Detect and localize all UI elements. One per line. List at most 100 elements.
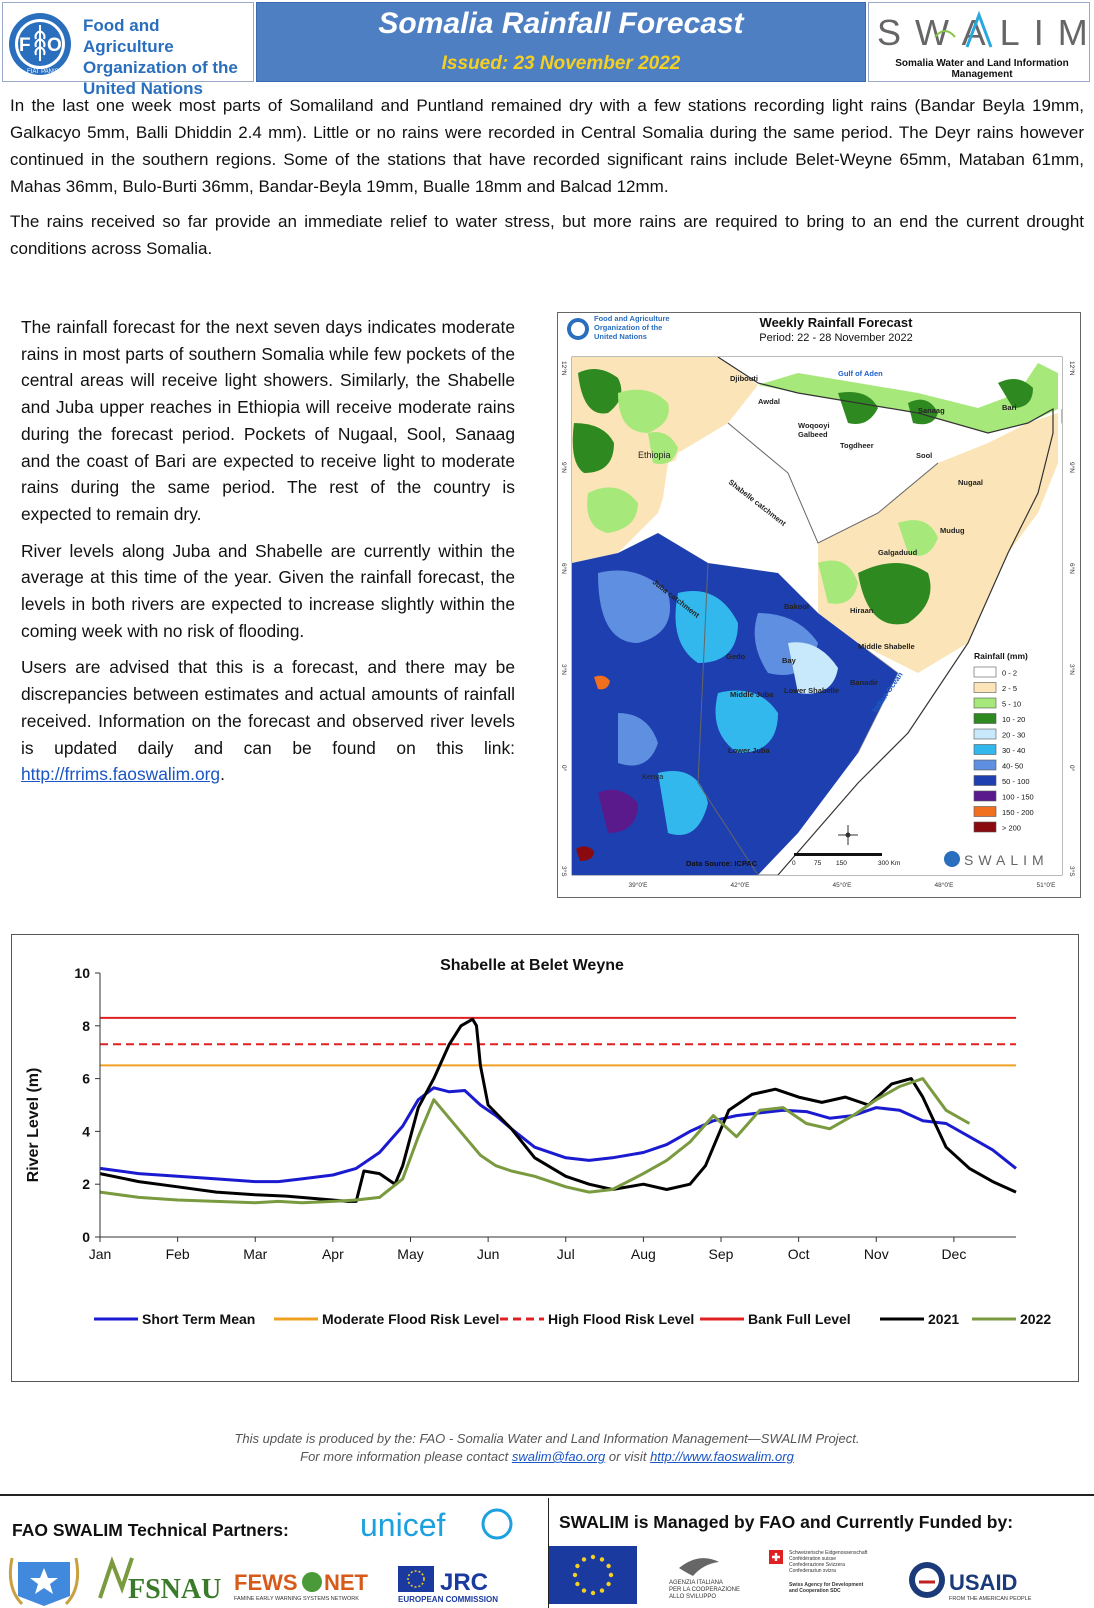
scale-label-150: 150 [836, 860, 847, 867]
email-link[interactable]: swalim@fao.org [511, 1449, 606, 1464]
scale-bar: 0 75 150 300 Km [792, 853, 900, 867]
somalia-emblem-icon [8, 1557, 80, 1606]
swiss-line-6: and Cooperation SDC [789, 1588, 841, 1594]
website-link[interactable]: http://www.faoswalim.org [650, 1449, 794, 1464]
unicef-text: unicef [360, 1507, 446, 1543]
eu-star [575, 1581, 580, 1587]
legend-title: Rainfall (mm) [974, 651, 1028, 661]
jrc-text: JRC [440, 1569, 488, 1596]
map-body [572, 357, 1062, 875]
forecast-paragraph-3-end: . [220, 764, 225, 785]
x-tick-label: Dec [941, 1246, 966, 1262]
label-sanaag: Sanaag [918, 406, 945, 415]
lat-labels: 12°N 12°N 9°N 9°N 6°N 6°N 3°N 3°N 0° 0° 3°S 3°S [560, 361, 1076, 877]
eu-star [590, 1554, 596, 1560]
fsnau-logo: FSNAU [98, 1556, 221, 1605]
legend-label: 40- 50 [1002, 762, 1023, 771]
lon-label: 39°0'E [628, 881, 648, 889]
swiss-line-3: Confederazione Svizzera [789, 1562, 845, 1568]
forecast-paragraph-1: The rainfall forecast for the next seven… [21, 317, 515, 524]
legend-label: 20 - 30 [1002, 731, 1025, 740]
lon-label: 51°0'E [1036, 881, 1056, 889]
partner-logos: unicef FSNAU FEWS NET FAMINE EARLY WARNI… [8, 1507, 513, 1606]
label-gulf-of-aden: Gulf of Aden [838, 369, 883, 378]
credit-line-1: This update is produced by the: FAO - So… [234, 1431, 860, 1446]
map-org-line-1: Food and Agriculture [594, 314, 670, 323]
page-title: Somalia Rainfall Forecast [378, 7, 744, 40]
label-ethiopia: Ethiopia [638, 450, 671, 460]
intro-paragraph-2: The rains received so far provide an imm… [10, 212, 1084, 258]
x-tick-label: Apr [322, 1246, 344, 1262]
lon-label: 42°0'E [730, 881, 750, 889]
jrc-logo: JRC EUROPEAN COMMISSION [398, 1566, 498, 1604]
map-org-line-2: Organization of the [594, 323, 662, 332]
x-tick-label: Mar [243, 1246, 267, 1262]
forecast-paragraph-3: Users are advised that this is a forecas… [21, 654, 515, 788]
lat-label: 6°N [560, 563, 568, 574]
eu-star [590, 1590, 596, 1596]
chart-canvas: Shabelle at Belet Weyne River Level (m) … [25, 957, 1051, 1327]
legend-swatch [973, 775, 997, 786]
threshold-lines [100, 1016, 1016, 1067]
lat-label: 9°N [560, 462, 568, 473]
swalim-logo-block: SWALIM Somalia Water and Land Informatio… [868, 2, 1090, 82]
legend-swatch [973, 759, 997, 771]
x-tick-label: May [397, 1246, 423, 1262]
x-tick-label: Sep [709, 1246, 734, 1262]
y-tick-label: 6 [82, 1071, 90, 1087]
label-awdal: Awdal [758, 397, 780, 406]
fao-org-name: Food and Agriculture Organization of the… [83, 15, 253, 99]
fsnau-text: FSNAU [128, 1574, 221, 1605]
lat-label: 3°S [1068, 866, 1076, 877]
svg-text:O: O [47, 35, 62, 56]
x-tick-label: Oct [788, 1246, 810, 1262]
legend-entry: Bank Full Level [748, 1311, 851, 1327]
eu-flag-icon [549, 1546, 637, 1604]
eu-star [599, 1557, 605, 1562]
label-togdheer: Togdheer [840, 441, 874, 450]
fao-seal-icon: F O FIAT PANIS [9, 13, 71, 75]
series-line [99, 1077, 971, 1205]
label-middle-shabelle: Middle Shabelle [858, 642, 915, 651]
label-bari: Bari [1002, 403, 1017, 412]
scale-label-75: 75 [814, 860, 822, 867]
x-tick-label: Jun [477, 1246, 500, 1262]
eu-star [581, 1588, 587, 1593]
lat-label: 3°N [560, 664, 568, 675]
credit-text: This update is produced by the: FAO - So… [0, 1430, 1094, 1466]
label-djibouti: Djibouti [730, 374, 758, 383]
swalim-subtitle: Somalia Water and Land Information Manag… [895, 58, 1069, 80]
x-tick-label: Nov [864, 1246, 889, 1262]
x-tick-label: Feb [166, 1246, 190, 1262]
label-galgaduud: Galgaduud [878, 548, 918, 557]
map-period: Period: 22 - 28 November 2022 [759, 332, 912, 344]
funder-logos: AGENZIA ITALIANA PER LA COOPERAZIONE ALL… [549, 1546, 1032, 1604]
label-galbeed: Galbeed [798, 430, 828, 439]
eu-star [606, 1563, 611, 1569]
swiss-sdc-logo: Schweizerische Eidgenossenschaft Confédé… [769, 1550, 868, 1594]
partners-section: FAO SWALIM Technical Partners: unicef FS… [0, 1498, 546, 1608]
intro-text: In the last one week most parts of Somal… [10, 92, 1084, 270]
legend-entry: 2022 [1020, 1311, 1051, 1327]
label-mudug: Mudug [940, 526, 965, 535]
legend-swatch [973, 744, 997, 755]
eu-star [608, 1572, 614, 1578]
frrims-link[interactable]: http://frrims.faoswalim.org [21, 764, 221, 785]
y-tick-label: 4 [82, 1123, 90, 1139]
forecast-paragraph-3-text: Users are advised that this is a forecas… [21, 657, 515, 758]
chart-axes: 0 2 4 6 8 10 Jan Feb Mar Apr May Jun Jul Aug Sep Oct Nov… [74, 965, 1016, 1262]
x-tick-label: Jul [557, 1246, 575, 1262]
eu-star [572, 1572, 578, 1578]
lat-label: 0° [1068, 765, 1076, 772]
chart-legend: Short Term Mean Moderate Flood Risk Level… [94, 1311, 1051, 1327]
legend-label: 2 - 5 [1002, 684, 1017, 693]
legend-entry: Moderate Flood Risk Level [322, 1311, 499, 1327]
label-middle-juba: Middle Juba [730, 690, 774, 699]
funders-section: SWALIM is Managed by FAO and Currently F… [548, 1498, 1094, 1608]
fews-globe-icon [302, 1572, 322, 1592]
swiss-line-5: Swiss Agency for Development [789, 1582, 864, 1588]
label-woqooyi: Woqooyi [798, 421, 830, 430]
chart-y-axis-label: River Level (m) [25, 1068, 42, 1183]
y-tick-label: 2 [82, 1176, 90, 1192]
legend-label: 150 - 200 [1002, 808, 1034, 817]
